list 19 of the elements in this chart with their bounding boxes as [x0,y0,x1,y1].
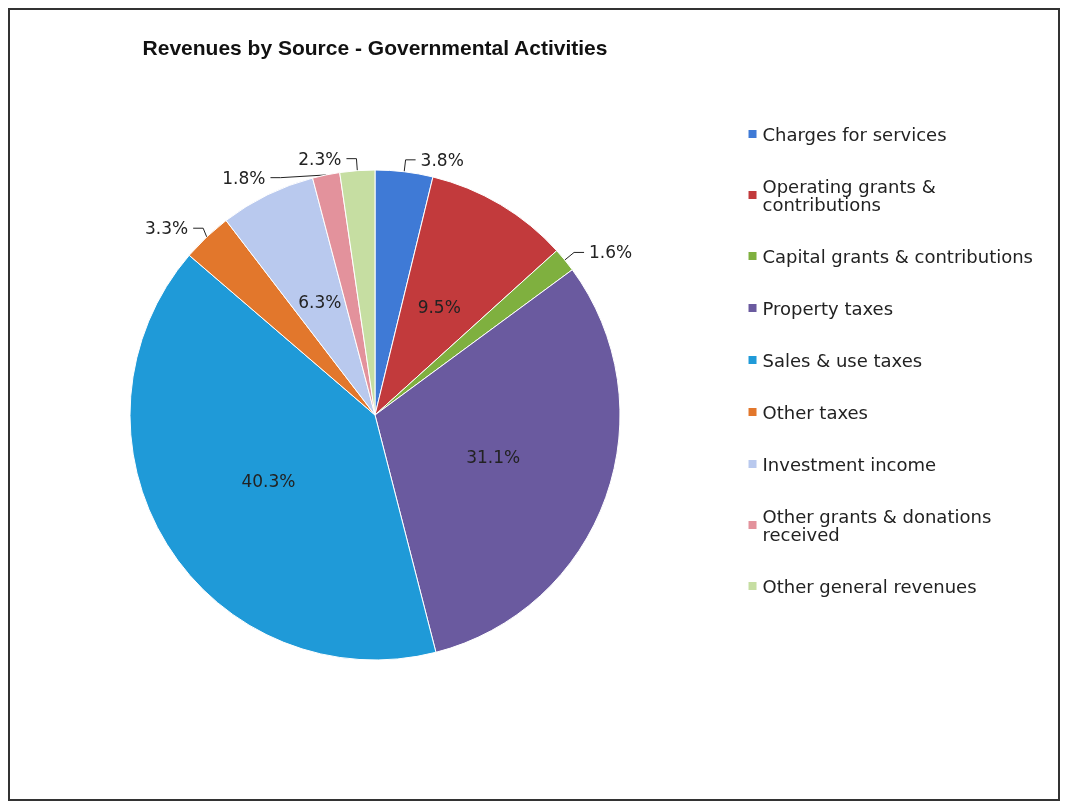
legend-label: Capital grants & contributions [762,245,1033,267]
data-label: 31.1% [466,447,521,468]
legend-label: Other taxes [762,401,868,423]
legend-label: Other grants & donations received [762,505,997,545]
data-label: 1.6% [589,242,633,263]
legend-label: Sales & use taxes [762,349,923,371]
data-label: 1.8% [222,167,266,188]
legend-label: Charges for services [762,123,947,145]
chart-title: Revenues by Source - Governmental Activities [142,36,608,59]
legend-label: Investment income [762,453,937,475]
legend-label: Operating grants & contributions [762,175,942,215]
legend-label: Other general revenues [762,575,977,597]
data-label: 9.5% [417,297,461,318]
legend-label: Property taxes [762,297,894,319]
data-label: 3.8% [420,149,464,170]
data-label: 6.3% [298,292,342,313]
data-label: 2.3% [298,148,342,169]
data-label: 3.3% [144,218,189,239]
data-label: 40.3% [241,471,296,492]
